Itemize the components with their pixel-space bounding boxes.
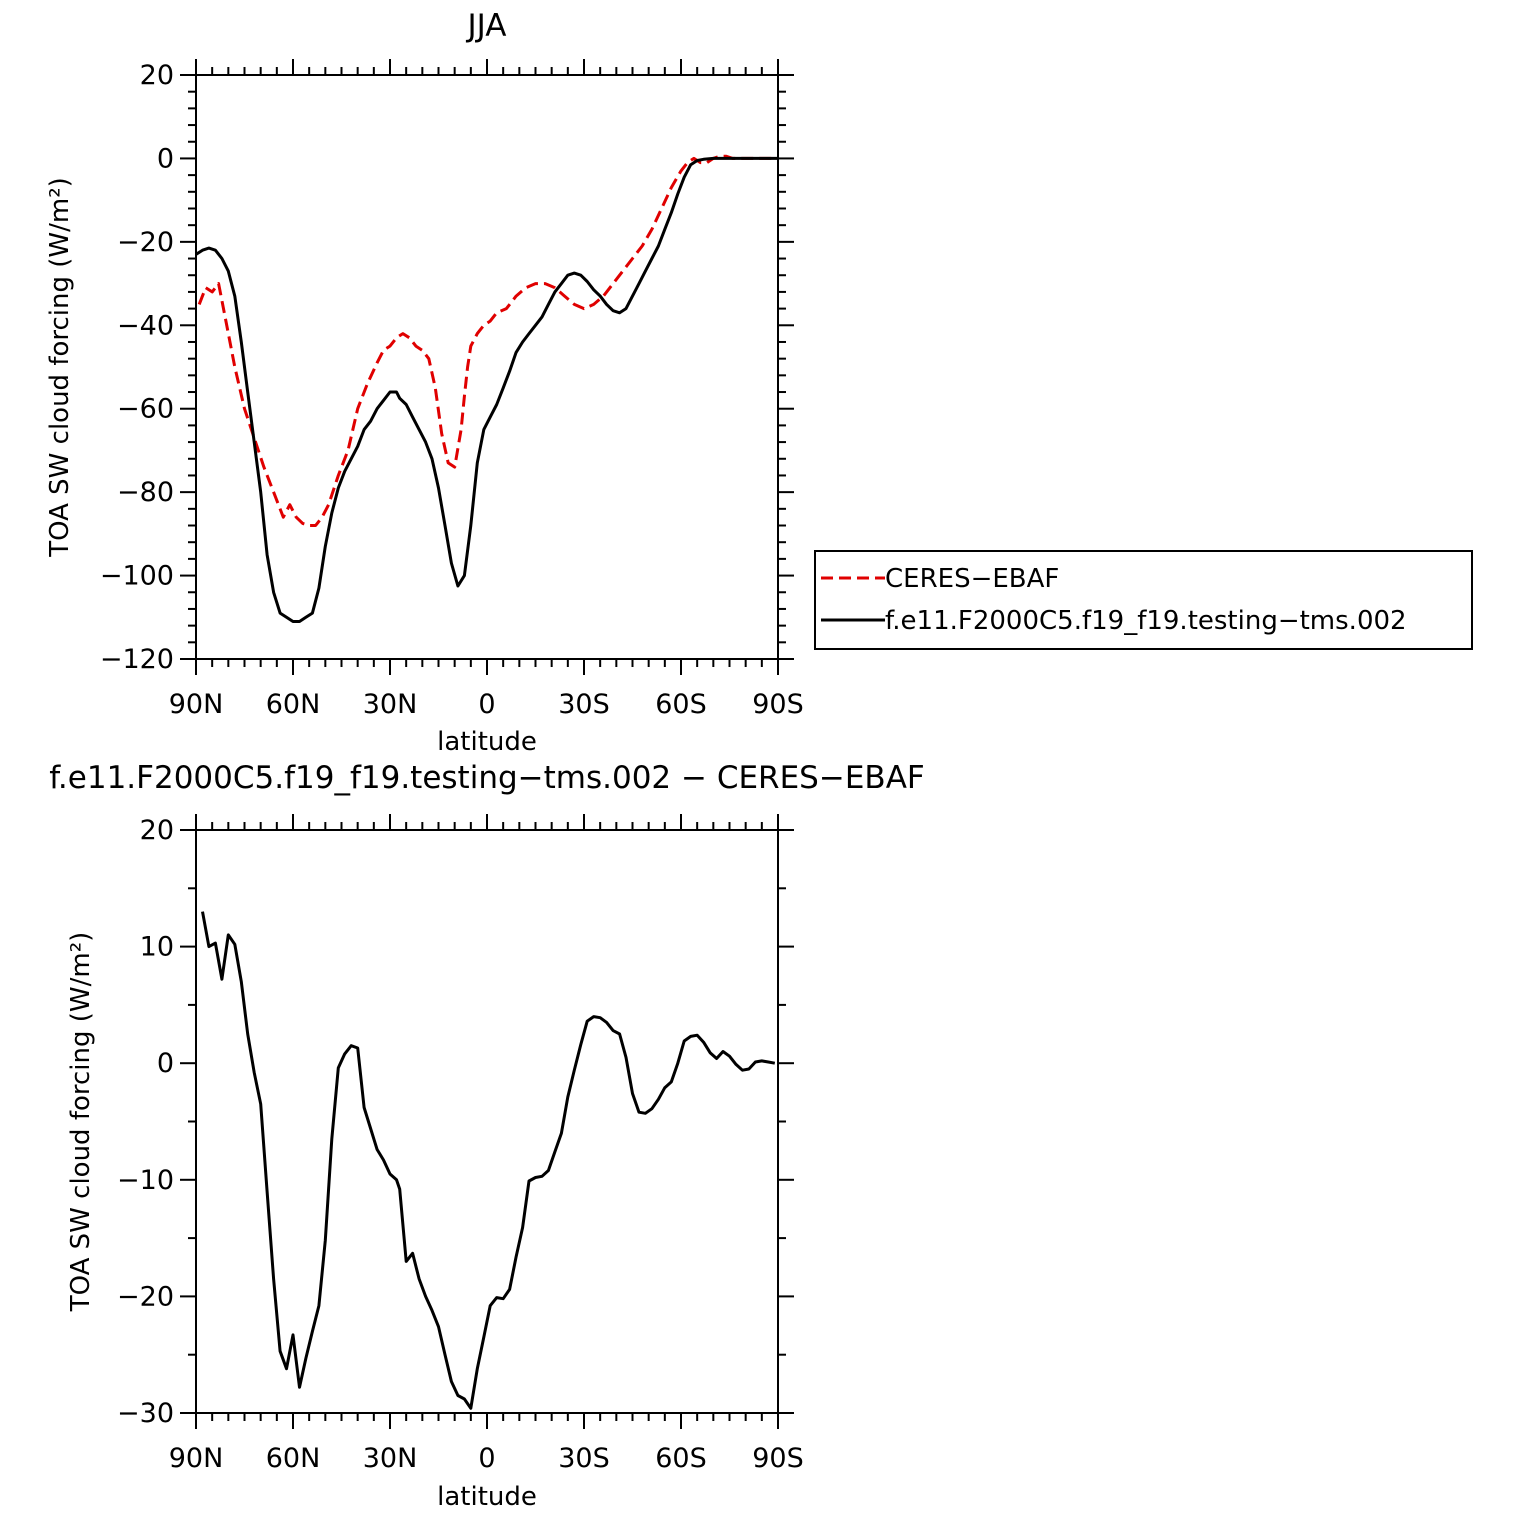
y-tick-label: 20 xyxy=(140,60,174,91)
y-tick-label: −80 xyxy=(117,477,174,508)
y-tick-label: −30 xyxy=(117,1398,174,1429)
chart-title: JJA xyxy=(466,8,507,44)
y-tick-label: 10 xyxy=(140,932,174,963)
x-tick-label: 30S xyxy=(558,1443,610,1474)
x-tick-label: 90N xyxy=(169,1443,224,1474)
chart-title: f.e11.F2000C5.f19_f19.testing−tms.002 − … xyxy=(49,760,924,796)
legend-label-1: f.e11.F2000C5.f19_f19.testing−tms.002 xyxy=(885,606,1407,636)
y-axis-title: TOA SW cloud forcing (W/m²) xyxy=(45,177,75,558)
legend-label-0: CERES−EBAF xyxy=(885,564,1059,594)
x-tick-label: 30N xyxy=(363,689,418,720)
y-tick-label: −20 xyxy=(117,1281,174,1312)
series-line-0 xyxy=(197,154,772,527)
legend-box xyxy=(814,550,1473,650)
x-axis-title: latitude xyxy=(437,1482,537,1512)
y-tick-label: 20 xyxy=(140,815,174,846)
x-tick-label: 90S xyxy=(752,1443,804,1474)
x-tick-label: 60N xyxy=(266,689,321,720)
y-tick-label: −60 xyxy=(117,394,174,425)
bottom-panel-difference: f.e11.F2000C5.f19_f19.testing−tms.002 − … xyxy=(49,760,924,1512)
x-tick-label: 90N xyxy=(169,689,224,720)
x-axis-title: latitude xyxy=(437,727,537,757)
y-tick-label: −10 xyxy=(117,1165,174,1196)
y-tick-label: −120 xyxy=(100,644,174,675)
y-axis-title: TOA SW cloud forcing (W/m²) xyxy=(66,932,96,1313)
x-tick-label: 60S xyxy=(655,1443,707,1474)
x-tick-label: 0 xyxy=(478,689,495,720)
plot-frame xyxy=(195,74,779,660)
x-tick-label: 30N xyxy=(363,1443,418,1474)
y-tick-label: 0 xyxy=(157,1048,174,1079)
series-line-1 xyxy=(195,156,778,623)
top-panel-zonal-mean: JJA 20 0 −20 −40 −60 −80 −100 −120 90N 60N 30N 0 30S 6… xyxy=(45,8,1473,757)
x-tick-label: 60S xyxy=(655,689,707,720)
series-line-0 xyxy=(201,911,776,1410)
x-tick-label: 0 xyxy=(478,1443,495,1474)
y-tick-label: 0 xyxy=(157,143,174,174)
y-tick-label: −100 xyxy=(100,561,174,592)
x-tick-label: 90S xyxy=(752,689,804,720)
x-tick-label: 30S xyxy=(558,689,610,720)
y-tick-label: −20 xyxy=(117,227,174,258)
legend: CERES−EBAF f.e11.F2000C5.f19_f19.testing−… xyxy=(814,550,1473,650)
y-tick-label: −40 xyxy=(117,310,174,341)
x-tick-label: 60N xyxy=(266,1443,321,1474)
